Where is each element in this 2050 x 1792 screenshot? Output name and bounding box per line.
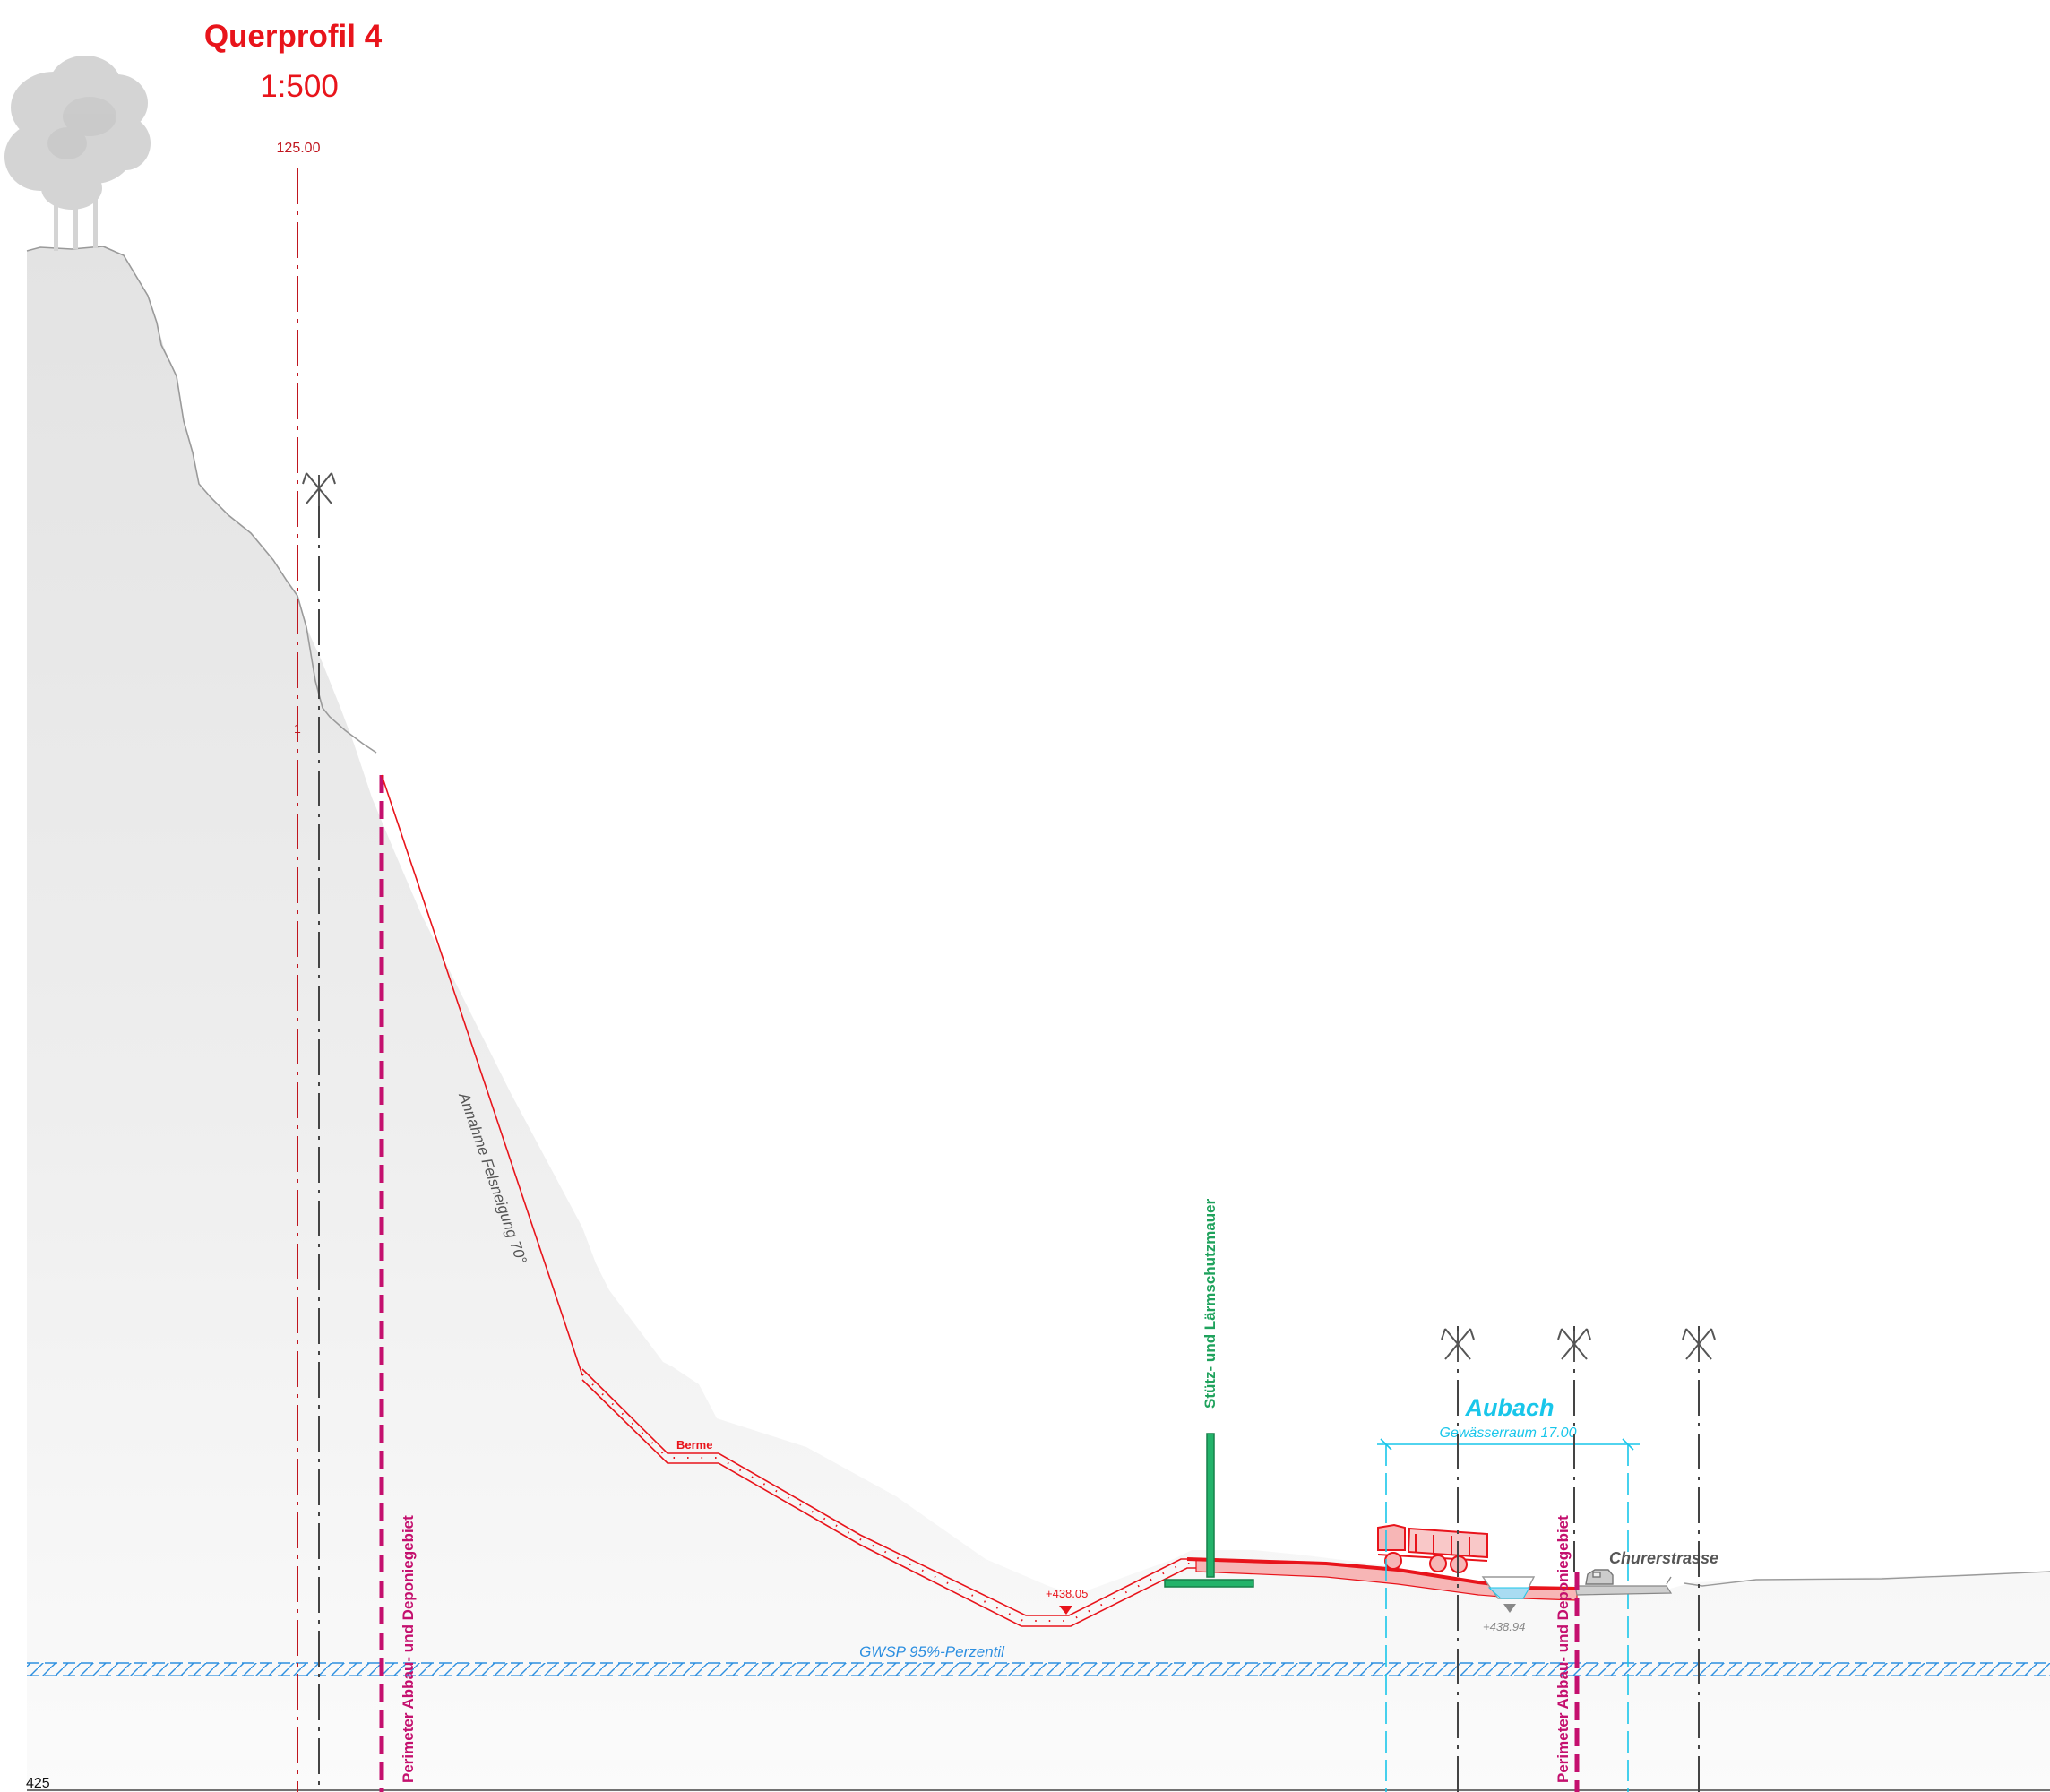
terrain-outline (26, 246, 377, 754)
road-section (1574, 1576, 1673, 1596)
river-channel (1481, 1576, 1536, 1599)
river-label: Aubach (1464, 1394, 1554, 1421)
retaining-wall (1164, 1433, 1254, 1588)
groundwater-hatch (27, 1663, 2050, 1676)
river-elevation-marker (1503, 1604, 1516, 1613)
road-label: Churerstrasse (1609, 1549, 1718, 1567)
perimeter-label-left: Perimeter Abbau- und Deponiegebiet (400, 1515, 417, 1783)
excavation-band-inner (581, 1379, 1201, 1627)
wall-label: Stütz- und Lärmschutzmauer (1202, 1198, 1219, 1409)
power-pylon-icon (302, 472, 336, 506)
elevation-low-marker (1059, 1606, 1072, 1615)
perimeter-label-right: Perimeter Abbau- und Deponiegebiet (1555, 1515, 1572, 1783)
car-icon (1585, 1569, 1614, 1585)
tree-shadow (47, 97, 116, 159)
page-title: Querprofil 4 (204, 19, 383, 54)
berme-label: Berme (676, 1438, 712, 1452)
excavation-band-outer (581, 1368, 1201, 1616)
groundwater-label: GWSP 95%-Perzentil (859, 1643, 1005, 1660)
elevation-low-label: +438.05 (1046, 1587, 1088, 1600)
excavation-slope-line (381, 774, 583, 1376)
gewaesserraum-label: Gewässerraum 17.00 (1440, 1426, 1577, 1441)
terrain-fill (27, 246, 2050, 1792)
scale-label: 1:500 (260, 69, 339, 104)
dump-truck-icon (1377, 1523, 1488, 1573)
gewaesserraum-dimension (1377, 1438, 1640, 1792)
river-elevation-label: +438.94 (1483, 1620, 1525, 1633)
power-pylon-icon (1441, 1328, 1475, 1362)
station-label: 125.00 (277, 141, 321, 156)
slope-mark: 1 (294, 721, 301, 736)
fill-top-line (1186, 1557, 1578, 1590)
power-pylon-icon (1682, 1328, 1716, 1362)
power-pylon-icon (1557, 1328, 1591, 1362)
datum-label: 425 (26, 1776, 50, 1791)
